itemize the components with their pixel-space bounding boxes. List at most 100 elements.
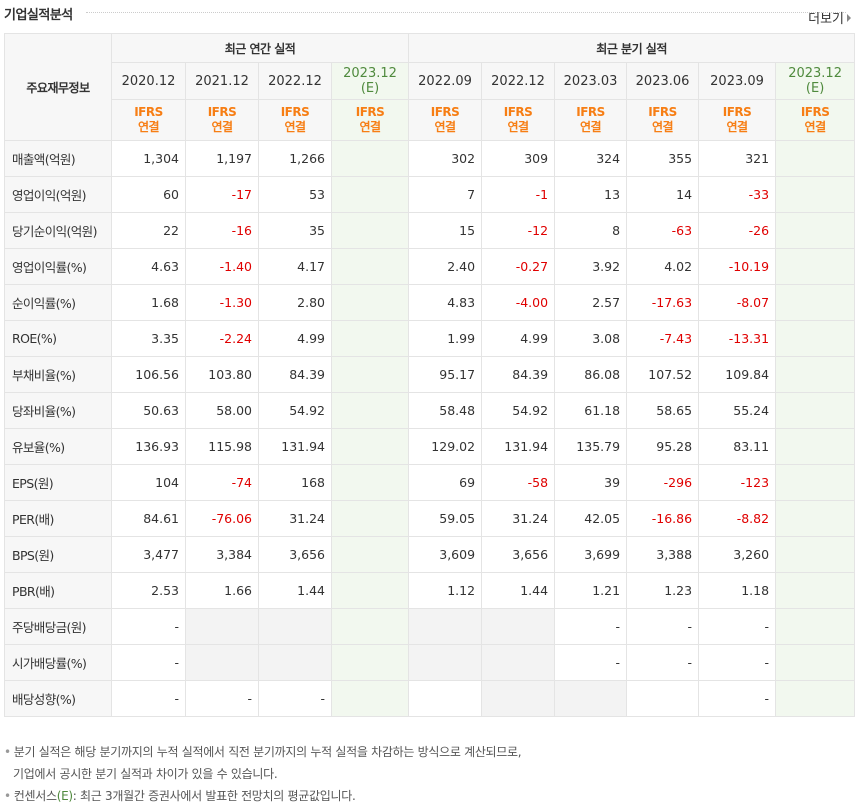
ifrs-badge: IFRS 연결 <box>554 99 628 141</box>
ifrs-badge: IFRS 연결 <box>111 99 186 141</box>
value-cell: 14 <box>626 176 700 213</box>
value-cell <box>775 320 856 357</box>
ifrs-badge: IFRS 연결 <box>698 99 777 141</box>
row-label: ROE(%) <box>4 320 112 357</box>
value-cell <box>626 680 700 717</box>
value-cell <box>775 176 856 213</box>
value-cell: 1,266 <box>258 140 332 177</box>
value-cell <box>775 464 856 501</box>
value-cell: -1.30 <box>185 284 259 321</box>
value-cell: 115.98 <box>185 428 259 465</box>
consolidated-label: 연결 <box>359 120 381 134</box>
row-label: PBR(배) <box>4 572 112 609</box>
more-link[interactable]: 더보기 <box>808 8 851 27</box>
value-cell <box>330 140 410 177</box>
value-cell <box>554 680 628 717</box>
value-cell: 84.39 <box>481 356 556 393</box>
value-cell: 2.40 <box>408 248 483 285</box>
ifrs-badge: IFRS 연결 <box>626 99 700 141</box>
value-cell: 355 <box>626 140 700 177</box>
value-cell <box>775 140 856 177</box>
value-cell <box>330 248 410 285</box>
value-cell: 3,388 <box>626 536 700 573</box>
value-cell: 13 <box>554 176 628 213</box>
row-label: 부채비율(%) <box>4 356 112 393</box>
value-cell: 109.84 <box>698 356 777 393</box>
value-cell: 3,384 <box>185 536 259 573</box>
value-cell: -17.63 <box>626 284 700 321</box>
value-cell: 8 <box>554 212 628 249</box>
value-cell: 1.23 <box>626 572 700 609</box>
ifrs-label: IFRS <box>355 105 385 119</box>
ifrs-badge: IFRS 연결 <box>185 99 259 141</box>
footnote-1-cont: 기업에서 공시한 분기 실적과 차이가 있을 수 있습니다. <box>13 767 278 781</box>
value-cell: -12 <box>481 212 556 249</box>
period-header: 2023.09 <box>698 62 777 100</box>
ifrs-label: IFRS <box>503 105 533 119</box>
value-cell: -123 <box>698 464 777 501</box>
estimate-mark: (E) <box>805 81 825 96</box>
consolidated-label: 연결 <box>580 120 602 134</box>
table-row: 배당성향(%) - - - - <box>4 680 856 717</box>
value-cell: 95.17 <box>408 356 483 393</box>
value-cell <box>775 572 856 609</box>
row-label: EPS(원) <box>4 464 112 501</box>
value-cell <box>775 428 856 465</box>
value-cell: -16 <box>185 212 259 249</box>
value-cell: 3,656 <box>258 536 332 573</box>
section-header: 기업실적분석 더보기 <box>0 0 857 34</box>
value-cell: 4.17 <box>258 248 332 285</box>
table-row: PBR(배) 2.53 1.66 1.44 1.12 1.44 1.21 1.23 1.18 <box>4 572 856 609</box>
value-cell <box>330 500 410 537</box>
value-cell: 107.52 <box>626 356 700 393</box>
value-cell: -2.24 <box>185 320 259 357</box>
value-cell: - <box>698 680 777 717</box>
table-row: 영업이익률(%) 4.63 -1.40 4.17 2.40 -0.27 3.92 4.02 -1… <box>4 248 856 285</box>
value-cell: 53 <box>258 176 332 213</box>
value-cell <box>775 536 856 573</box>
value-cell: 129.02 <box>408 428 483 465</box>
value-cell <box>408 608 483 645</box>
value-cell: 3,699 <box>554 536 628 573</box>
period-label: 2023.12 <box>343 66 397 81</box>
value-cell: 3.92 <box>554 248 628 285</box>
value-cell: -1 <box>481 176 556 213</box>
value-cell: 302 <box>408 140 483 177</box>
value-cell: 55.24 <box>698 392 777 429</box>
value-cell: 1,197 <box>185 140 259 177</box>
value-cell: 3,477 <box>111 536 186 573</box>
value-cell: 131.94 <box>258 428 332 465</box>
value-cell: - <box>626 644 700 681</box>
value-cell <box>775 500 856 537</box>
value-cell: 95.28 <box>626 428 700 465</box>
ifrs-badge: IFRS 연결 <box>330 99 410 141</box>
value-cell <box>481 608 556 645</box>
value-cell: 42.05 <box>554 500 628 537</box>
value-cell <box>775 392 856 429</box>
ifrs-label: IFRS <box>648 105 677 119</box>
value-cell: - <box>698 644 777 681</box>
value-cell: 321 <box>698 140 777 177</box>
value-cell: -63 <box>626 212 700 249</box>
value-cell: 58.00 <box>185 392 259 429</box>
value-cell: -8.82 <box>698 500 777 537</box>
period-label: 2023.12 <box>788 66 842 81</box>
value-cell: 84.61 <box>111 500 186 537</box>
value-cell: 15 <box>408 212 483 249</box>
value-cell: -13.31 <box>698 320 777 357</box>
value-cell: 54.92 <box>481 392 556 429</box>
value-cell: 35 <box>258 212 332 249</box>
estimate-mark: (E) <box>360 81 380 96</box>
table-row: BPS(원) 3,477 3,384 3,656 3,609 3,656 3,699 3,38… <box>4 536 856 573</box>
value-cell: 3,656 <box>481 536 556 573</box>
value-cell <box>330 356 410 393</box>
value-cell: 31.24 <box>258 500 332 537</box>
value-cell <box>330 608 410 645</box>
value-cell: -0.27 <box>481 248 556 285</box>
row-label: 당좌비율(%) <box>4 392 112 429</box>
value-cell: 1.66 <box>185 572 259 609</box>
value-cell <box>330 212 410 249</box>
table-row: 주당배당금(원) - - - - <box>4 608 856 645</box>
value-cell: -4.00 <box>481 284 556 321</box>
value-cell: 39 <box>554 464 628 501</box>
